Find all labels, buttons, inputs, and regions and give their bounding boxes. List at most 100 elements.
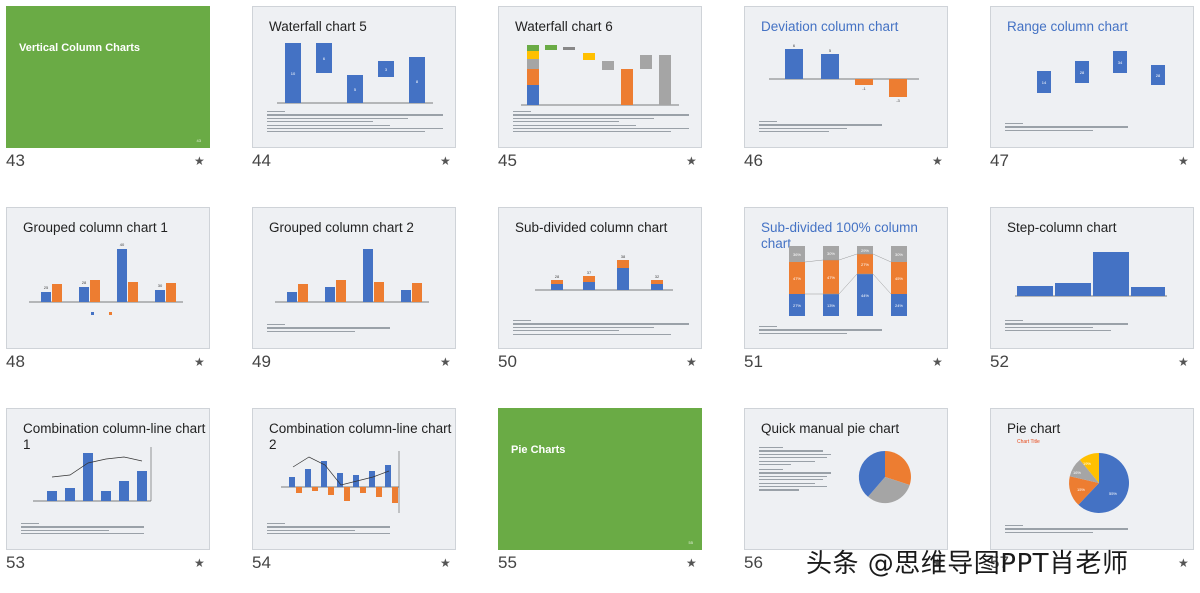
slide-47[interactable]: Range column chart 14 28 34 28 47 ★: [984, 0, 1200, 186]
slide-45[interactable]: Waterfall chart 6 45 ★: [492, 0, 712, 186]
slide-title: Waterfall chart 5: [269, 19, 367, 34]
section-title: Vertical Column Charts: [19, 42, 141, 54]
star-icon[interactable]: ★: [440, 355, 451, 369]
bar-label: 5: [354, 87, 357, 92]
slide-thumbnail[interactable]: Step-column chart: [990, 207, 1194, 349]
star-icon[interactable]: ★: [1178, 355, 1189, 369]
slide-53[interactable]: Combination column-line chart 1 53 ★: [0, 402, 220, 588]
slide-51[interactable]: Sub-divided 100% column chart 36% 30% 29% 3…: [738, 201, 958, 387]
svg-text:32: 32: [655, 274, 660, 279]
pie-slice: [858, 450, 885, 497]
slide-49[interactable]: Grouped column chart 2 49 ★: [246, 201, 466, 387]
bar-label: 10: [291, 71, 296, 76]
star-icon[interactable]: ★: [194, 556, 205, 570]
svg-text:55%: 55%: [1109, 491, 1117, 496]
svg-text:44%: 44%: [861, 293, 869, 298]
star-icon[interactable]: ★: [440, 154, 451, 168]
slide-52[interactable]: Step-column chart 52 ★: [984, 201, 1200, 387]
slide-46[interactable]: Deviation column chart 6 5 -1 -3 46 ★: [738, 0, 958, 186]
slide-title: Combination column-line chart 2: [269, 421, 452, 452]
svg-text:27%: 27%: [861, 262, 869, 267]
svg-text:6: 6: [793, 43, 796, 48]
svg-text:47%: 47%: [793, 276, 801, 281]
bar-label: 6: [323, 56, 326, 61]
slide-57[interactable]: Pie chart Chart Title 19% 16% 15% 55% 57…: [984, 402, 1200, 588]
slide-number: 43: [6, 151, 25, 170]
svg-text:29%: 29%: [861, 248, 869, 253]
slide-thumbnail[interactable]: Pie chart Chart Title 19% 16% 15% 55%: [990, 408, 1194, 550]
svg-text:30: 30: [158, 283, 163, 288]
slide-number: 52: [990, 352, 1009, 371]
waterfall-chart-thumb: 10 6 5 3 8: [277, 43, 433, 104]
slide-thumbnail[interactable]: Sub-divided column chart 28 37 38 32: [498, 207, 702, 349]
pie-chart-thumb: 19% 16% 15% 55%: [1069, 453, 1130, 513]
star-icon[interactable]: ★: [932, 355, 943, 369]
slide-notes: [267, 523, 443, 537]
slide-thumbnail[interactable]: Grouped column chart 1 25 28 40 30: [6, 207, 210, 349]
slide-number: 55: [498, 553, 517, 572]
slide-title: Grouped column chart 2: [269, 220, 414, 235]
svg-text:27%: 27%: [793, 303, 801, 308]
waterfall-bar: [285, 43, 301, 103]
slide-thumbnail[interactable]: Vertical Column Charts 43: [6, 6, 210, 148]
svg-text:37: 37: [587, 270, 592, 275]
combination-chart-thumb: [281, 451, 400, 513]
watermark-text: 头条 @思维导图PPT肖老师: [806, 549, 1129, 579]
slide-56[interactable]: Quick manual pie chart 56 ★: [738, 402, 958, 588]
slide-number: 54: [252, 553, 271, 572]
slide-title: Quick manual pie chart: [761, 421, 900, 436]
bar-label: 8: [416, 79, 419, 84]
star-icon[interactable]: ★: [686, 154, 697, 168]
waterfall-chart-thumb: [521, 45, 679, 106]
slide-title: Pie chart: [1007, 421, 1061, 436]
svg-text:-1: -1: [862, 86, 866, 91]
slide-43[interactable]: Vertical Column Charts 43 43 ★: [0, 0, 220, 186]
svg-text:24%: 24%: [895, 303, 903, 308]
slide-thumbnail[interactable]: Combination column-line chart 2: [252, 408, 456, 550]
slide-thumbnail[interactable]: Sub-divided 100% column chart 36% 30% 29% 3…: [744, 207, 948, 349]
star-icon[interactable]: ★: [194, 355, 205, 369]
star-icon[interactable]: ★: [440, 556, 451, 570]
slide-number: 48: [6, 352, 25, 371]
pie-slice: [868, 477, 910, 504]
slide-title: Range column chart: [1007, 19, 1128, 34]
svg-text:45%: 45%: [895, 276, 903, 281]
star-icon[interactable]: ★: [686, 355, 697, 369]
slide-50[interactable]: Sub-divided column chart 28 37 38 32 50 …: [492, 201, 712, 387]
range-chart-thumb: 14 28 34 28: [1037, 51, 1165, 93]
svg-text:30%: 30%: [895, 252, 903, 257]
slide-notes: [21, 523, 197, 537]
slide-title: Combination column-line chart 1: [23, 421, 206, 452]
slide-48[interactable]: Grouped column chart 1 25 28 40 30 48 ★: [0, 201, 220, 387]
slide-number: 57: [990, 553, 1009, 572]
slide-notes: [513, 320, 689, 337]
slide-number: 44: [252, 151, 271, 170]
slide-54[interactable]: Combination column-line chart 2 54 ★: [246, 402, 466, 588]
slide-thumbnail[interactable]: Quick manual pie chart: [744, 408, 948, 550]
star-icon[interactable]: ★: [194, 154, 205, 168]
combination-chart-thumb: [33, 447, 152, 502]
slide-thumbnail[interactable]: Range column chart 14 28 34 28: [990, 6, 1194, 148]
svg-text:14: 14: [1042, 80, 1047, 85]
slide-thumbnail[interactable]: Deviation column chart 6 5 -1 -3: [744, 6, 948, 148]
svg-text:28: 28: [555, 274, 560, 279]
slide-thumbnail[interactable]: Grouped column chart 2: [252, 207, 456, 349]
slide-thumbnail[interactable]: Waterfall chart 6: [498, 6, 702, 148]
waterfall-bar: [409, 57, 425, 103]
slide-title: Step-column chart: [1007, 220, 1117, 235]
star-icon[interactable]: ★: [1178, 556, 1189, 570]
star-icon[interactable]: ★: [932, 154, 943, 168]
slide-44[interactable]: Waterfall chart 5 10 6 5 3 8 44 ★: [246, 0, 466, 186]
slide-thumbnail[interactable]: Combination column-line chart 1: [6, 408, 210, 550]
svg-text:38: 38: [621, 254, 626, 259]
slide-notes: [759, 121, 935, 135]
star-icon[interactable]: ★: [1178, 154, 1189, 168]
pie-slice: [1069, 476, 1099, 505]
star-icon[interactable]: ★: [932, 556, 943, 570]
slide-thumbnail[interactable]: Pie Charts 55: [498, 408, 702, 550]
star-icon[interactable]: ★: [686, 556, 697, 570]
slide-55[interactable]: Pie Charts 55 55 ★: [492, 402, 712, 588]
slide-title: Sub-divided 100% column chart: [761, 220, 918, 251]
slide-notes: [759, 326, 935, 336]
slide-thumbnail[interactable]: Waterfall chart 5 10 6 5 3 8: [252, 6, 456, 148]
